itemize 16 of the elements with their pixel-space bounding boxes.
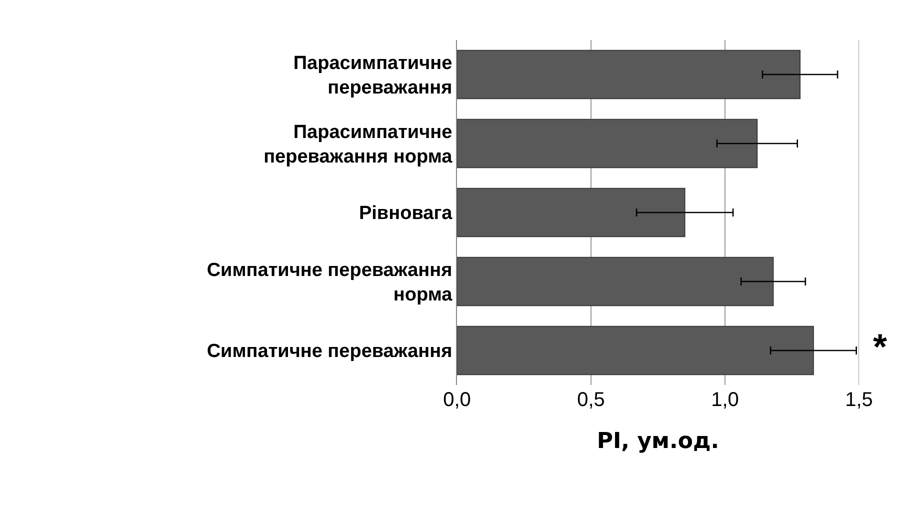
text: * [873, 326, 888, 367]
y-tick-label: Симпатичне переважання норма [206, 260, 453, 306]
bar [457, 50, 801, 100]
bar [457, 118, 758, 168]
bar [457, 188, 686, 238]
y-tick-label: Парасимпатичне переважання [293, 52, 452, 98]
x-tick-label: 1,0 [711, 389, 739, 411]
x-tick-label: 0,0 [443, 389, 471, 411]
bar [457, 326, 814, 376]
x-axis-title: PI, ум.од. [596, 428, 720, 454]
y-tick-label: Рівновага [358, 203, 453, 224]
y-tick-label: Симпатичне переважання [206, 341, 452, 362]
x-tick-label: 1,5 [845, 389, 873, 411]
y-tick-label: Парасимпатичне переважання норма [264, 122, 453, 168]
x-tick-label: 0,5 [577, 389, 605, 411]
bar [457, 256, 774, 306]
